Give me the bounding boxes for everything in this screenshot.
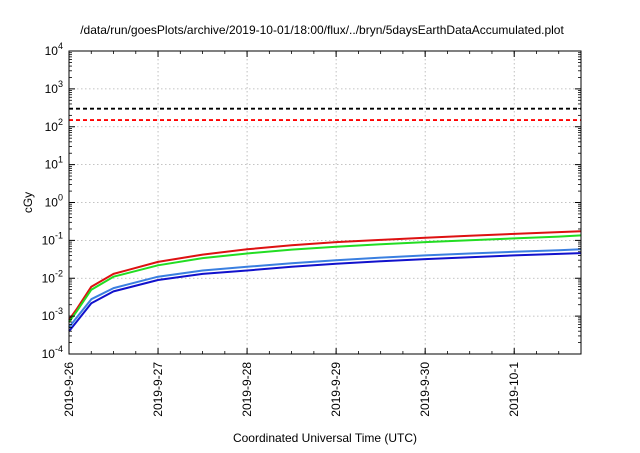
series-line-4 xyxy=(68,252,582,332)
series-line-3 xyxy=(68,248,582,329)
x-tick-label: 2019-9-28 xyxy=(240,362,254,417)
y-tick-label: 100 xyxy=(45,193,63,210)
x-tick-label: 2019-9-29 xyxy=(329,362,343,417)
threshold-lines xyxy=(69,107,581,121)
y-tick-label: 10-4 xyxy=(42,344,63,361)
chart-title: /data/run/goesPlots/archive/2019-10-01/1… xyxy=(80,23,564,37)
series-lines xyxy=(68,230,582,332)
y-tick-label: 10-1 xyxy=(42,230,63,247)
grid xyxy=(69,51,581,354)
x-tick-label: 2019-9-27 xyxy=(151,362,165,417)
series-line-1 xyxy=(68,230,582,321)
series-line-2 xyxy=(68,234,582,323)
x-axis-label: Coordinated Universal Time (UTC) xyxy=(233,431,417,445)
x-tick-label: 2019-10-1 xyxy=(507,362,521,417)
y-tick-label: 104 xyxy=(45,41,63,58)
y-tick-label: 10-2 xyxy=(42,268,63,285)
x-tick-label: 2019-9-26 xyxy=(62,362,76,417)
x-tick-label: 2019-9-30 xyxy=(418,362,432,417)
y-tick-label: 102 xyxy=(45,117,63,134)
y-tick-label: 101 xyxy=(45,155,63,172)
y-tick-label: 103 xyxy=(45,79,63,96)
y-tick-label: 10-3 xyxy=(42,306,63,323)
axes: 10-4 10-3 10-2 10-1 100 101 102 103 104 2019-9-26… xyxy=(42,41,582,417)
y-axis-label: cGy xyxy=(21,192,35,213)
